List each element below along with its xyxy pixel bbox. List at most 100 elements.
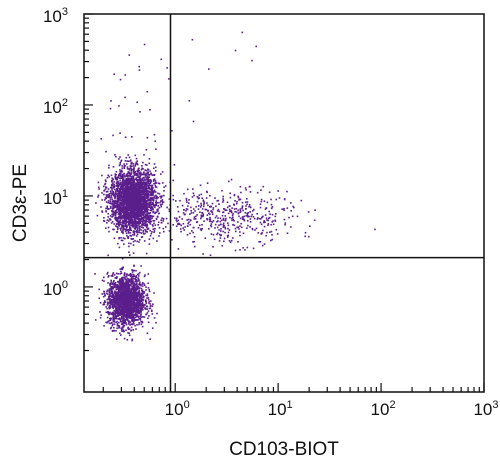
event-dot	[112, 311, 114, 314]
event-dot	[140, 215, 143, 218]
event-dot	[118, 297, 120, 300]
event-dot	[150, 194, 152, 196]
event-dot	[144, 181, 146, 183]
event-dot	[130, 197, 132, 200]
event-dot	[140, 287, 143, 290]
event-dot	[132, 304, 134, 306]
event-dot	[126, 213, 128, 215]
event-dot	[112, 320, 115, 323]
event-dot	[123, 222, 126, 225]
event-dot	[172, 194, 174, 197]
event-dot	[112, 200, 115, 202]
event-dot	[139, 297, 141, 299]
event-dot	[122, 237, 125, 239]
event-dot	[114, 214, 117, 217]
event-dot	[110, 326, 113, 329]
event-dot	[119, 169, 121, 171]
event-dot	[130, 186, 132, 188]
event-dot	[156, 198, 158, 200]
event-dot	[131, 175, 133, 178]
event-dot	[115, 179, 118, 181]
event-dot	[138, 188, 141, 191]
event-dot	[157, 215, 159, 218]
event-dot	[127, 299, 129, 302]
event-dot	[122, 316, 125, 318]
event-dot	[143, 291, 146, 293]
event-dot	[140, 194, 143, 196]
event-dot	[123, 199, 125, 202]
event-dot	[135, 220, 137, 223]
event-dot	[123, 187, 125, 190]
event-dot	[154, 179, 157, 182]
event-dot	[107, 298, 109, 301]
event-dot	[124, 299, 127, 301]
event-dot	[129, 289, 131, 292]
event-dot	[104, 199, 106, 201]
event-dot	[121, 209, 124, 212]
event-dot	[127, 206, 129, 209]
event-dot	[119, 223, 121, 225]
event-dot	[147, 205, 150, 207]
event-dot	[113, 319, 116, 321]
event-dot	[120, 272, 123, 274]
event-dot	[101, 192, 103, 194]
event-dot	[135, 185, 138, 187]
event-dot	[128, 293, 130, 296]
event-dot	[143, 217, 145, 219]
event-dot	[147, 203, 150, 205]
event-dot	[132, 240, 135, 243]
event-dot	[139, 302, 141, 304]
event-dot	[134, 324, 136, 327]
event-dot	[129, 210, 132, 213]
population-1	[95, 133, 175, 254]
event-dot	[111, 291, 113, 294]
event-dot	[121, 167, 124, 169]
event-dot	[99, 311, 101, 313]
event-dot	[112, 166, 115, 168]
event-dot	[135, 194, 138, 196]
event-dot	[147, 171, 149, 173]
event-dot	[142, 282, 144, 284]
event-dot	[145, 286, 147, 288]
event-dot	[111, 210, 113, 213]
event-dot	[110, 174, 113, 177]
event-dot	[119, 174, 122, 176]
event-dot	[125, 310, 127, 312]
event-dot	[112, 316, 115, 318]
event-dot	[120, 177, 122, 179]
event-dot	[132, 238, 134, 240]
event-dot	[155, 217, 158, 220]
event-dot	[129, 316, 132, 319]
event-dot	[122, 215, 125, 218]
event-dot	[123, 293, 126, 295]
event-dot	[137, 189, 140, 192]
event-dot	[116, 320, 118, 323]
event-dot	[135, 221, 137, 224]
event-dot	[115, 284, 118, 286]
event-dot	[127, 190, 130, 192]
event-dot	[114, 211, 117, 214]
event-dot	[139, 203, 142, 206]
event-dot	[120, 213, 123, 215]
event-dot	[127, 312, 130, 314]
event-dot	[147, 187, 150, 189]
event-dot	[118, 291, 121, 293]
event-dot	[151, 310, 153, 312]
event-dot	[130, 309, 132, 312]
event-dot	[138, 227, 141, 229]
event-dot	[114, 199, 116, 202]
event-dot	[112, 215, 115, 217]
event-dot	[126, 168, 129, 170]
event-dot	[150, 232, 153, 235]
event-dot	[152, 180, 155, 182]
event-dot	[128, 206, 131, 209]
event-dot	[118, 285, 120, 288]
event-dot	[113, 286, 116, 288]
event-dot	[110, 303, 113, 306]
event-dot	[141, 226, 143, 228]
event-dot	[149, 223, 152, 225]
event-dot	[120, 301, 122, 303]
event-dot	[118, 288, 121, 290]
event-dot	[104, 179, 107, 181]
event-dot	[133, 209, 135, 212]
